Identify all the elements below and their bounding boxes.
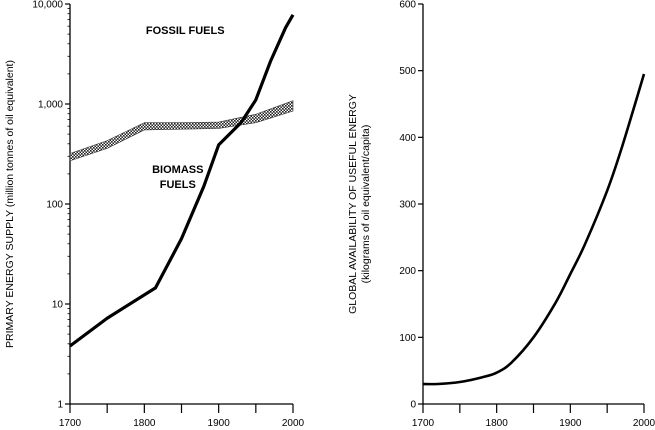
y-tick-label: 600 bbox=[399, 0, 416, 11]
y-tick-label: 100 bbox=[399, 333, 416, 344]
y-tick-label: 1,000 bbox=[38, 100, 63, 111]
biomass-fuels-band bbox=[69, 100, 294, 162]
useful-energy-per-capita-chart: 0 100 200 300 400 500 600 1700 1800 1900 2000 GLOB… bbox=[347, 0, 655, 429]
right-y-axis-title: GLOBAL AVAILABILITY OF USEFUL ENERGY bbox=[347, 94, 359, 314]
x-tick-label: 1700 bbox=[412, 418, 435, 429]
annotation-label: FOSSIL FUELS bbox=[146, 25, 225, 37]
y-tick-label: 0 bbox=[410, 400, 416, 411]
y-tick-label: 10,000 bbox=[32, 0, 63, 11]
x-tick-label: 1900 bbox=[559, 418, 582, 429]
primary-energy-supply-chart: 1 10 100 1,000 10,000 1700 1800 1900 2000 FOSSIL… bbox=[4, 0, 305, 429]
x-tick-label: 2000 bbox=[633, 418, 655, 429]
x-tick-label: 1900 bbox=[208, 418, 231, 429]
left-y-axis-title: PRIMARY ENERGY SUPPLY (million tonnes of… bbox=[4, 60, 16, 348]
fossil-fuels-series bbox=[69, 13, 295, 348]
fossil-fuels-line bbox=[69, 13, 295, 348]
y-tick-label: 400 bbox=[399, 133, 416, 144]
biomass-fuels-band-shape bbox=[69, 100, 294, 162]
left-chart-annotations: FOSSIL FUELS BIOMASS FUELS bbox=[146, 25, 225, 191]
left-chart-axes: 1 10 100 1,000 10,000 1700 1800 1900 2000 bbox=[32, 0, 304, 429]
y-tick-label: 200 bbox=[399, 266, 416, 277]
y-tick-label: 500 bbox=[399, 66, 416, 77]
x-tick-label: 1800 bbox=[486, 418, 509, 429]
y-tick-label: 10 bbox=[52, 300, 64, 311]
right-y-axis-subtitle: (kilograms of oil equivalent/capita) bbox=[360, 125, 372, 284]
right-chart-axes: 0 100 200 300 400 500 600 1700 1800 1900 2000 bbox=[399, 0, 655, 429]
annotation-label: FUELS bbox=[160, 179, 196, 191]
x-tick-label: 1800 bbox=[133, 418, 156, 429]
x-tick-label: 2000 bbox=[282, 418, 305, 429]
y-tick-label: 1 bbox=[57, 400, 63, 411]
annotation-label: BIOMASS bbox=[152, 164, 203, 176]
x-tick-label: 1700 bbox=[59, 418, 82, 429]
useful-energy-line bbox=[422, 73, 646, 386]
y-tick-label: 100 bbox=[46, 200, 63, 211]
y-tick-label: 300 bbox=[399, 200, 416, 211]
useful-energy-series bbox=[422, 73, 646, 386]
